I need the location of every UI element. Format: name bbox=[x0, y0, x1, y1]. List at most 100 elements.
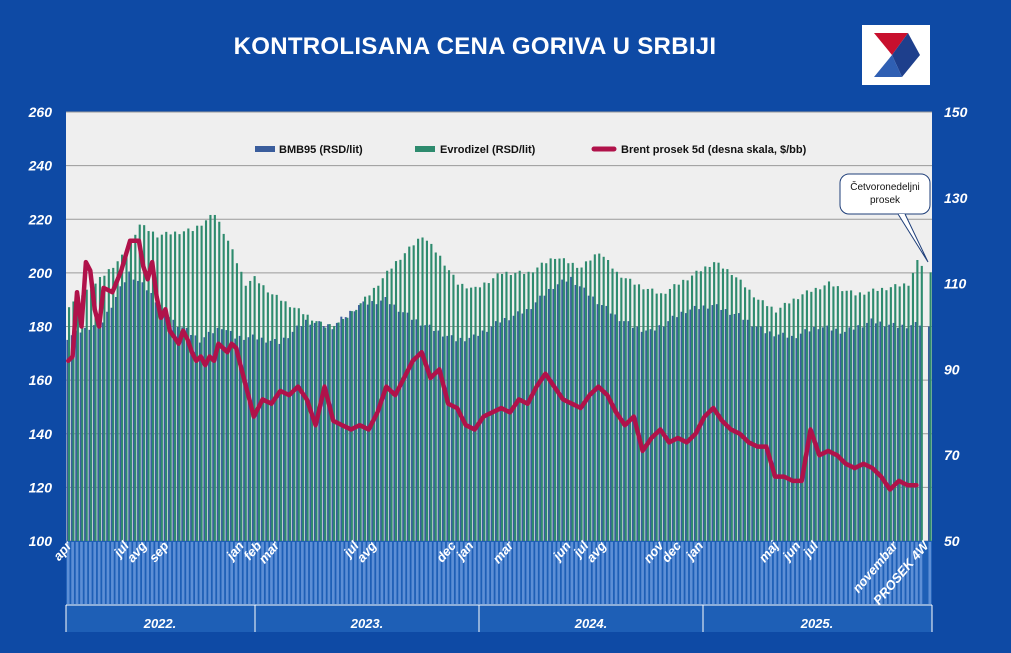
left-tick-label-5: 200 bbox=[28, 265, 53, 281]
axis-stripe bbox=[115, 542, 119, 604]
bar-bmb95 bbox=[693, 305, 696, 541]
bar-bmb95 bbox=[455, 341, 458, 541]
bar-evrodizel bbox=[872, 288, 875, 541]
bar-bmb95 bbox=[631, 327, 634, 541]
bar-evrodizel bbox=[880, 287, 884, 541]
bar-evrodizel bbox=[125, 249, 128, 541]
bar-bmb95 bbox=[115, 297, 117, 541]
bar-evrodizel bbox=[894, 284, 897, 541]
axis-stripe bbox=[119, 542, 123, 604]
bar-evrodizel bbox=[319, 321, 322, 541]
right-tick-label-5: 150 bbox=[944, 104, 968, 120]
axis-stripe bbox=[760, 542, 764, 604]
bar-bmb95 bbox=[70, 335, 73, 541]
bar-bmb95 bbox=[552, 288, 555, 541]
bar-bmb95 bbox=[905, 328, 908, 541]
axis-stripe bbox=[742, 542, 746, 604]
axis-stripe bbox=[901, 542, 905, 604]
axis-stripe bbox=[548, 542, 552, 604]
left-axis-ticks: 100 120 140 160 180 200 220 240 260 bbox=[28, 104, 53, 549]
axis-stripe bbox=[438, 542, 441, 604]
axis-stripe bbox=[270, 542, 273, 604]
bar-bmb95 bbox=[450, 335, 453, 541]
bar-evrodizel bbox=[143, 225, 146, 541]
bar-bmb95 bbox=[892, 322, 895, 541]
bar-evrodizel bbox=[218, 221, 221, 541]
bar-evrodizel bbox=[116, 261, 119, 541]
bar-evrodizel bbox=[664, 293, 667, 541]
bar-bmb95 bbox=[883, 326, 886, 541]
bar-evrodizel bbox=[907, 285, 910, 541]
bar-evrodizel bbox=[324, 327, 327, 541]
axis-stripe bbox=[261, 542, 264, 604]
axis-stripe bbox=[822, 542, 826, 604]
axis-stripe bbox=[539, 542, 543, 604]
axis-stripe bbox=[314, 542, 317, 604]
bar-evrodizel bbox=[257, 283, 261, 541]
bar-bmb95 bbox=[640, 331, 643, 541]
bar-bmb95 bbox=[358, 305, 361, 541]
bar-evrodizel bbox=[704, 266, 707, 541]
bar-bmb95 bbox=[238, 335, 241, 541]
axis-stripe bbox=[663, 542, 667, 604]
axis-stripe bbox=[601, 542, 605, 604]
axis-stripe bbox=[756, 542, 759, 604]
bar-evrodizel bbox=[337, 322, 340, 541]
axis-stripe bbox=[415, 542, 419, 604]
axis-stripe bbox=[164, 542, 167, 604]
axis-stripe bbox=[884, 542, 887, 604]
bar-bmb95 bbox=[384, 297, 387, 541]
right-tick-label-0: 50 bbox=[944, 533, 960, 549]
axis-stripe bbox=[199, 542, 203, 604]
bar-evrodizel bbox=[191, 231, 194, 542]
axis-stripe bbox=[619, 542, 622, 604]
axis-stripe bbox=[433, 542, 437, 604]
bar-evrodizel bbox=[554, 258, 557, 541]
axis-stripe bbox=[689, 542, 693, 604]
bar-evrodizel bbox=[911, 272, 915, 541]
bar-bmb95 bbox=[154, 302, 157, 541]
bar-bmb95 bbox=[587, 295, 590, 541]
axis-stripe bbox=[597, 542, 600, 604]
axis-stripe bbox=[243, 542, 247, 604]
bar-bmb95 bbox=[583, 287, 586, 541]
axis-stripe bbox=[605, 542, 609, 604]
bar-evrodizel bbox=[306, 314, 309, 541]
axis-stripe bbox=[106, 542, 110, 604]
bar-bmb95 bbox=[596, 304, 599, 541]
bar-evrodizel bbox=[788, 303, 791, 541]
axis-stripe bbox=[840, 542, 843, 604]
bar-evrodizel bbox=[660, 293, 663, 541]
bar-evrodizel bbox=[646, 288, 649, 541]
bar-bmb95 bbox=[106, 311, 109, 541]
bar-evrodizel bbox=[593, 254, 596, 541]
bar-evrodizel bbox=[253, 276, 256, 541]
bar-evrodizel bbox=[774, 312, 778, 541]
bar-bmb95 bbox=[260, 337, 263, 541]
bar-evrodizel bbox=[364, 296, 367, 541]
bar-evrodizel bbox=[819, 289, 822, 541]
axis-stripe bbox=[725, 542, 728, 604]
bar-evrodizel bbox=[187, 228, 190, 541]
bar-bmb95 bbox=[243, 339, 246, 541]
axis-stripe bbox=[526, 542, 530, 604]
bar-bmb95 bbox=[764, 333, 767, 541]
bar-evrodizel bbox=[483, 282, 486, 541]
bar-bmb95 bbox=[278, 343, 281, 541]
axis-stripe bbox=[97, 542, 101, 604]
axis-stripe bbox=[477, 542, 481, 604]
axis-stripe bbox=[385, 542, 388, 604]
axis-stripe bbox=[239, 542, 242, 604]
bar-bmb95 bbox=[605, 305, 608, 541]
bar-evrodizel bbox=[350, 311, 353, 541]
axis-stripe bbox=[906, 542, 910, 604]
axis-stripe bbox=[773, 542, 777, 604]
bar-bmb95 bbox=[548, 288, 550, 541]
bar-bmb95 bbox=[163, 307, 166, 541]
axis-stripe bbox=[190, 542, 194, 604]
bar-bmb95 bbox=[543, 295, 546, 541]
axis-stripe bbox=[248, 542, 251, 604]
axis-stripe bbox=[460, 542, 463, 604]
bar-evrodizel bbox=[717, 262, 720, 541]
